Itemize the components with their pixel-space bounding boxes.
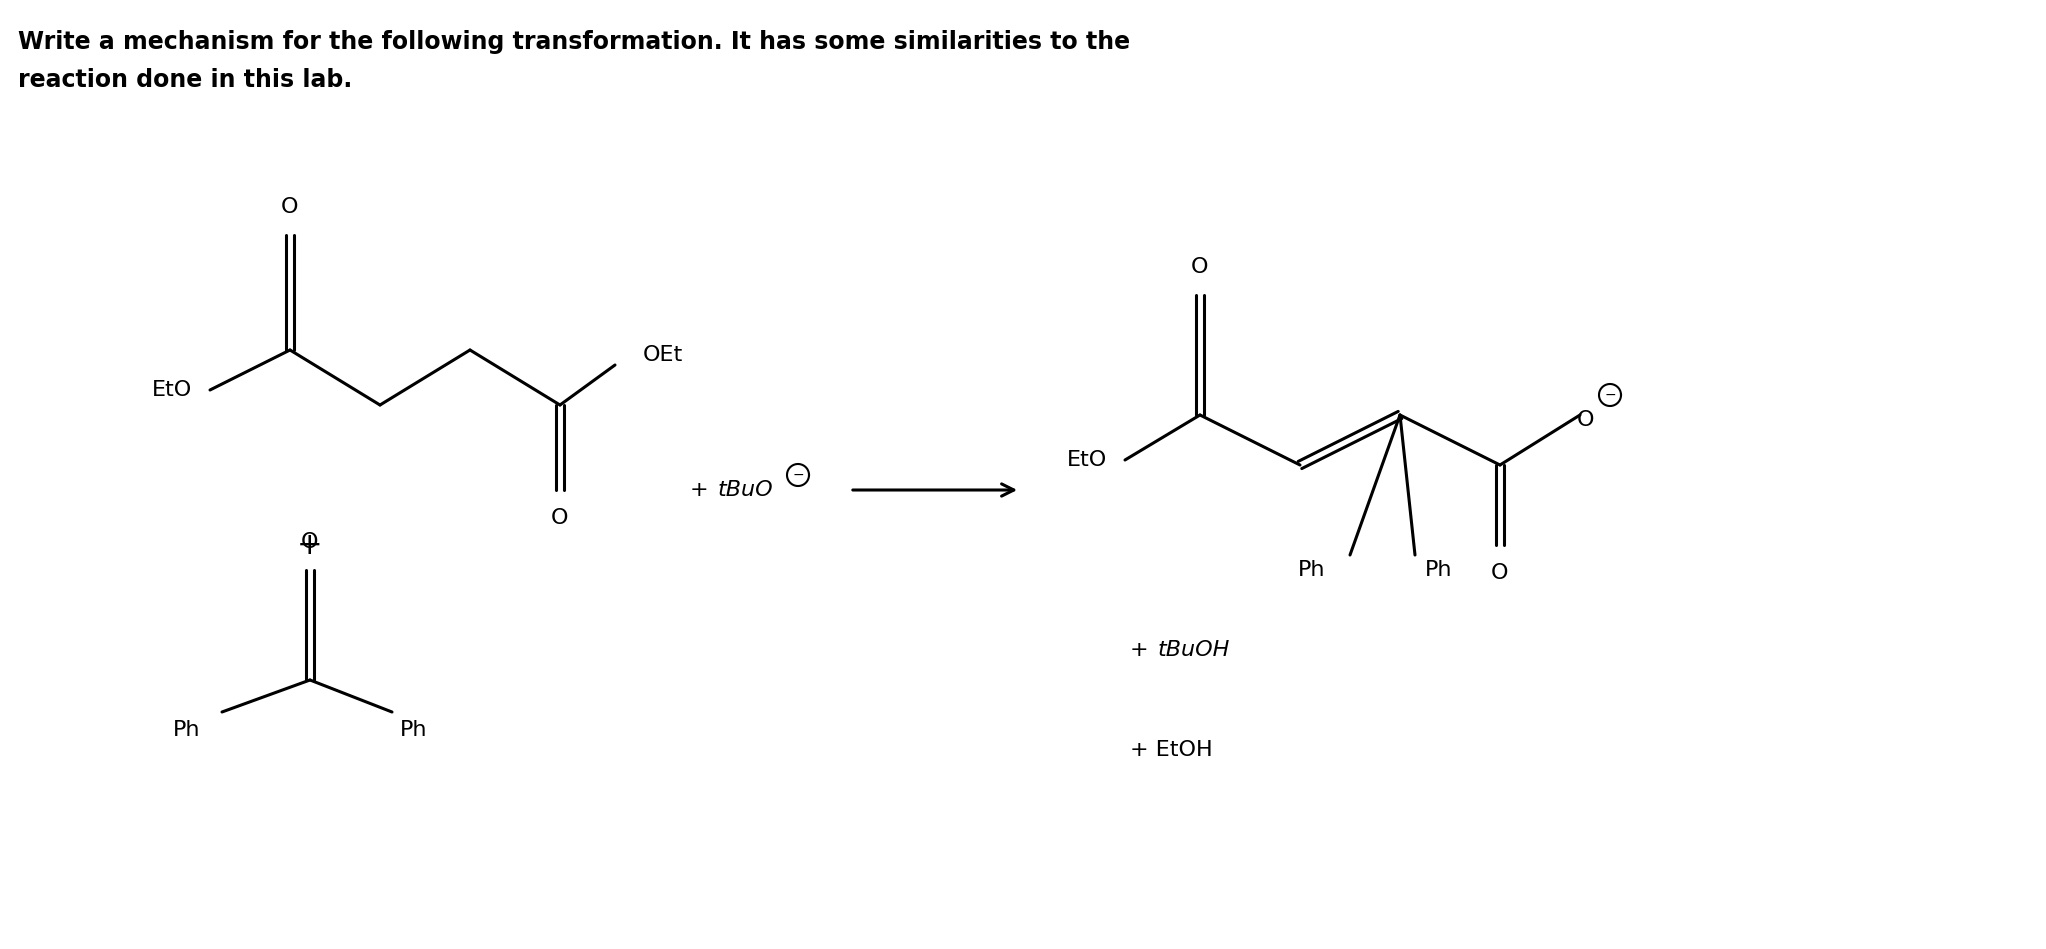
- Text: O: O: [1191, 257, 1209, 277]
- Text: O: O: [1492, 563, 1508, 583]
- Text: tBuOH: tBuOH: [1158, 640, 1230, 660]
- Text: O: O: [550, 508, 569, 528]
- Text: reaction done in this lab.: reaction done in this lab.: [18, 68, 352, 92]
- Text: Ph: Ph: [1297, 560, 1326, 580]
- Text: Ph: Ph: [172, 720, 201, 740]
- Text: +: +: [1129, 640, 1156, 660]
- Text: −: −: [792, 468, 804, 482]
- Text: Ph: Ph: [1424, 560, 1453, 580]
- Text: −: −: [1604, 388, 1616, 402]
- Text: +: +: [297, 530, 323, 560]
- Text: tBuO: tBuO: [718, 480, 773, 500]
- Text: +: +: [690, 480, 716, 500]
- Text: Ph: Ph: [401, 720, 428, 740]
- Text: + EtOH: + EtOH: [1129, 740, 1213, 760]
- Text: O: O: [280, 197, 299, 217]
- Text: EtO: EtO: [151, 380, 192, 400]
- Text: OEt: OEt: [642, 345, 683, 365]
- Text: O: O: [1575, 410, 1594, 430]
- Text: O: O: [301, 532, 319, 552]
- Text: Write a mechanism for the following transformation. It has some similarities to : Write a mechanism for the following tran…: [18, 30, 1129, 54]
- Text: EtO: EtO: [1066, 450, 1107, 470]
